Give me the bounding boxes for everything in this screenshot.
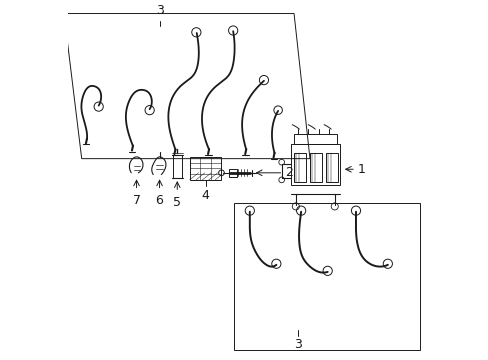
Text: 6: 6 [155, 194, 163, 207]
Text: 2: 2 [285, 166, 292, 179]
Text: 5: 5 [173, 196, 181, 209]
Text: 3: 3 [155, 4, 163, 17]
Text: 1: 1 [357, 163, 365, 176]
Text: 4: 4 [201, 189, 209, 202]
Text: 7: 7 [132, 194, 140, 207]
Text: 3: 3 [293, 338, 301, 351]
